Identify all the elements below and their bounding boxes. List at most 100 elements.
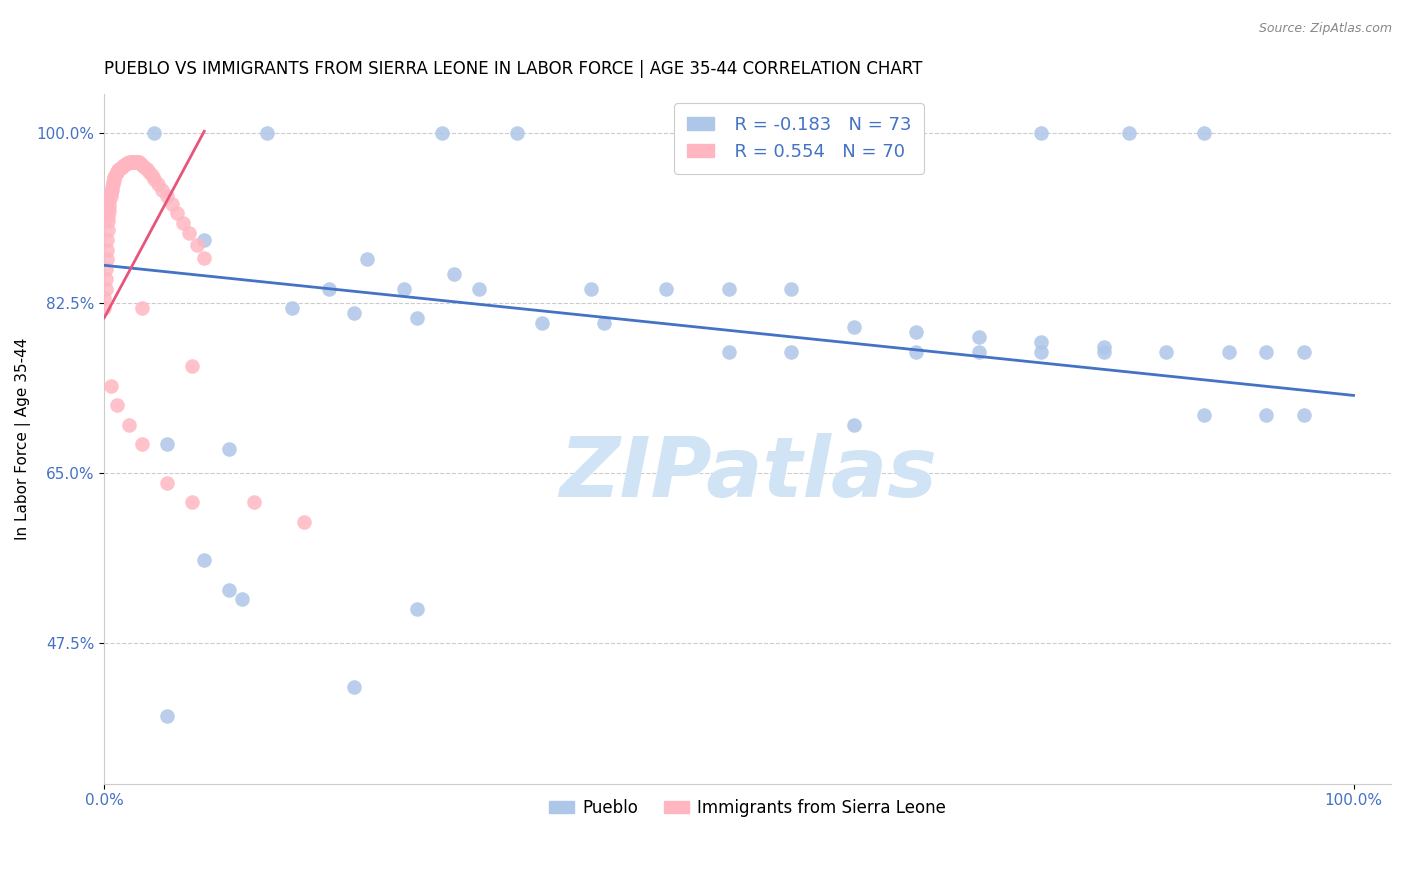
Point [505, 126, 527, 140]
Point [193, 233, 215, 247]
Point [717, 282, 740, 296]
Point [141, 168, 163, 182]
Point [392, 282, 415, 296]
Point [780, 344, 803, 359]
Point [468, 282, 491, 296]
Point [100, 185, 122, 199]
Point [120, 155, 142, 169]
Point [430, 126, 453, 140]
Point [118, 155, 141, 169]
Point [98, 199, 121, 213]
Point [131, 437, 153, 451]
Point [97, 223, 120, 237]
Point [156, 189, 179, 203]
Point [129, 157, 152, 171]
Point [180, 495, 202, 509]
Point [98, 203, 121, 218]
Point [134, 160, 156, 174]
Point [110, 161, 132, 176]
Point [103, 173, 125, 187]
Point [717, 126, 740, 140]
Point [98, 194, 121, 209]
Point [405, 602, 427, 616]
Point [243, 495, 266, 509]
Point [1118, 126, 1140, 140]
Point [128, 155, 150, 169]
Point [1092, 344, 1115, 359]
Y-axis label: In Labor Force | Age 35-44: In Labor Force | Age 35-44 [15, 338, 31, 541]
Point [100, 185, 122, 199]
Point [180, 359, 202, 374]
Point [114, 157, 136, 171]
Point [138, 165, 160, 179]
Point [150, 183, 173, 197]
Point [186, 238, 208, 252]
Point [94, 272, 117, 286]
Point [160, 197, 183, 211]
Point [655, 282, 678, 296]
Point [122, 155, 145, 169]
Point [1254, 408, 1277, 422]
Point [112, 158, 135, 172]
Point [96, 243, 118, 257]
Point [131, 158, 153, 172]
Point [122, 155, 145, 169]
Text: Source: ZipAtlas.com: Source: ZipAtlas.com [1258, 22, 1392, 36]
Point [166, 206, 188, 220]
Point [967, 330, 990, 344]
Point [94, 262, 117, 277]
Point [280, 301, 302, 315]
Point [1092, 340, 1115, 354]
Point [156, 437, 179, 451]
Point [108, 162, 131, 177]
Point [94, 282, 117, 296]
Point [717, 344, 740, 359]
Point [105, 165, 128, 179]
Point [405, 310, 427, 325]
Point [121, 155, 143, 169]
Point [101, 177, 124, 191]
Point [256, 126, 278, 140]
Point [1154, 344, 1177, 359]
Point [131, 301, 153, 315]
Point [318, 282, 340, 296]
Point [1292, 408, 1315, 422]
Point [105, 165, 128, 179]
Point [143, 126, 166, 140]
Point [179, 227, 201, 241]
Point [1254, 344, 1277, 359]
Point [104, 167, 127, 181]
Point [96, 252, 118, 267]
Point [143, 172, 166, 186]
Point [905, 326, 928, 340]
Legend: Pueblo, Immigrants from Sierra Leone: Pueblo, Immigrants from Sierra Leone [543, 792, 952, 823]
Point [193, 553, 215, 567]
Point [530, 316, 553, 330]
Point [100, 189, 122, 203]
Point [343, 306, 366, 320]
Point [115, 156, 138, 170]
Point [97, 213, 120, 227]
Point [292, 515, 315, 529]
Point [124, 155, 146, 169]
Point [1031, 344, 1053, 359]
Point [100, 179, 122, 194]
Point [780, 282, 803, 296]
Point [93, 291, 115, 305]
Point [1292, 344, 1315, 359]
Point [218, 442, 240, 456]
Point [343, 680, 366, 694]
Point [231, 592, 253, 607]
Point [1192, 126, 1215, 140]
Point [842, 417, 865, 432]
Point [967, 344, 990, 359]
Point [125, 155, 148, 169]
Point [127, 155, 149, 169]
Text: ZIPatlas: ZIPatlas [558, 433, 936, 514]
Point [581, 282, 603, 296]
Point [593, 316, 616, 330]
Point [100, 378, 122, 392]
Point [1218, 344, 1240, 359]
Point [111, 160, 134, 174]
Point [218, 582, 240, 597]
